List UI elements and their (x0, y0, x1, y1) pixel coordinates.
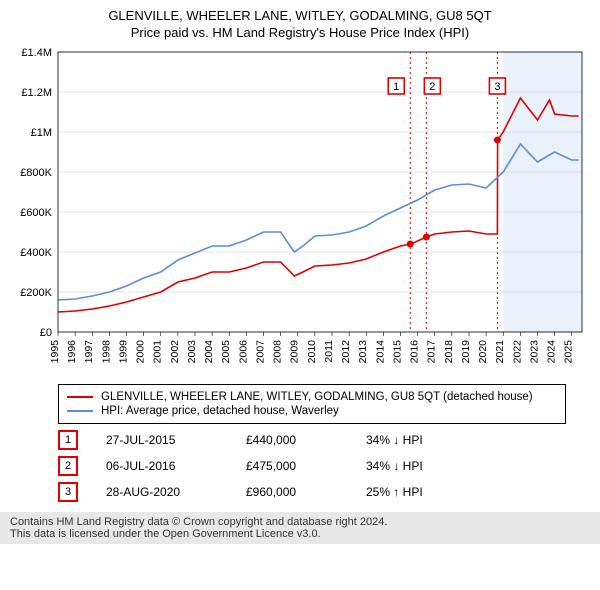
events-table: 1 27-JUL-2015£440,00034% ↓ HPI 2 06-JUL-201… (58, 430, 590, 502)
x-tick-label: 2020 (477, 340, 489, 364)
x-tick-label: 2009 (289, 340, 301, 364)
event-date: 28-AUG-2020 (106, 485, 246, 499)
x-tick-label: 1995 (49, 340, 61, 364)
x-tick-label: 2016 (409, 340, 421, 364)
chart-title-line2: Price paid vs. HM Land Registry's House … (10, 25, 590, 40)
legend-row: HPI: Average price, detached house, Wave… (67, 405, 557, 417)
x-tick-label: 2017 (426, 340, 438, 364)
x-tick-label: 2003 (186, 340, 198, 364)
event-row: 3 28-AUG-2020£960,00025% ↑ HPI (58, 482, 590, 502)
y-tick-label: £1M (31, 127, 52, 139)
x-tick-label: 2021 (494, 340, 506, 364)
event-date: 06-JUL-2016 (106, 459, 246, 473)
chart: £0 £200K £400K £600K £800K £1M £1.2M £1.4M 1995 1… (10, 46, 590, 376)
annotation-number: 1 (393, 81, 399, 93)
legend-label: GLENVILLE, WHEELER LANE, WITLEY, GODALMI… (101, 391, 533, 403)
event-row: 2 06-JUL-2016£475,00034% ↓ HPI (58, 456, 590, 476)
x-tick-label: 2011 (323, 340, 335, 363)
x-tick-label: 1999 (117, 340, 129, 364)
event-pct-vs-hpi: 34% ↓ HPI (366, 433, 486, 447)
price-marker (494, 137, 501, 144)
event-row: 1 27-JUL-2015£440,00034% ↓ HPI (58, 430, 590, 450)
x-tick-label: 2019 (460, 340, 472, 364)
event-price: £960,000 (246, 485, 366, 499)
x-tick-label: 2008 (272, 340, 284, 364)
x-tick-label: 2018 (443, 340, 455, 364)
legend-label: HPI: Average price, detached house, Wave… (101, 405, 339, 417)
y-tick-label: £800K (20, 167, 52, 179)
x-tick-label: 1996 (66, 340, 78, 364)
x-tick-label: 2007 (254, 340, 266, 364)
legend-swatch-property (67, 396, 93, 398)
x-tick-label: 2013 (357, 340, 369, 364)
y-tick-label: £1.2M (21, 87, 52, 99)
event-price: £475,000 (246, 459, 366, 473)
event-price: £440,000 (246, 433, 366, 447)
legend-row: GLENVILLE, WHEELER LANE, WITLEY, GODALMI… (67, 391, 557, 403)
x-tick-label: 2006 (237, 340, 249, 364)
annotation-number: 2 (429, 81, 435, 93)
attribution: Contains HM Land Registry data © Crown c… (0, 512, 600, 544)
x-tick-label: 2014 (374, 340, 386, 364)
event-number-box: 3 (58, 482, 78, 502)
x-tick-label: 2004 (203, 340, 215, 364)
x-tick-label: 2022 (511, 340, 523, 364)
x-tick-label: 2015 (391, 340, 403, 364)
x-tick-label: 2023 (528, 340, 540, 364)
event-number-box: 2 (58, 456, 78, 476)
chart-svg: £0 £200K £400K £600K £800K £1M £1.2M £1.4M 1995 1… (10, 46, 590, 376)
attribution-line1: Contains HM Land Registry data © Crown c… (10, 516, 590, 528)
x-tick-label: 1997 (83, 340, 95, 364)
price-marker (407, 241, 414, 248)
x-tick-label: 2001 (152, 340, 164, 364)
price-marker (423, 234, 430, 241)
x-tick-label: 2002 (169, 340, 181, 364)
y-tick-label: £1.4M (21, 47, 52, 59)
x-tick-label: 2010 (306, 340, 318, 364)
legend-swatch-hpi (67, 410, 93, 412)
y-tick-label: £0 (40, 327, 52, 339)
y-tick-label: £600K (20, 207, 52, 219)
event-date: 27-JUL-2015 (106, 433, 246, 447)
legend: GLENVILLE, WHEELER LANE, WITLEY, GODALMI… (58, 384, 566, 424)
x-tick-label: 2025 (563, 340, 575, 364)
y-tick-label: £200K (20, 287, 52, 299)
event-number-box: 1 (58, 430, 78, 450)
future-band (503, 52, 582, 332)
chart-title-line1: GLENVILLE, WHEELER LANE, WITLEY, GODALMI… (10, 8, 590, 23)
event-pct-vs-hpi: 25% ↑ HPI (366, 485, 486, 499)
annotation-number: 3 (494, 81, 500, 93)
event-pct-vs-hpi: 34% ↓ HPI (366, 459, 486, 473)
x-tick-label: 2012 (340, 340, 352, 364)
attribution-line2: This data is licensed under the Open Gov… (10, 528, 590, 540)
x-tick-label: 1998 (100, 340, 112, 364)
x-tick-label: 2024 (546, 340, 558, 364)
x-tick-label: 2005 (220, 340, 232, 364)
x-tick-label: 2000 (135, 340, 147, 364)
y-tick-label: £400K (20, 247, 52, 259)
